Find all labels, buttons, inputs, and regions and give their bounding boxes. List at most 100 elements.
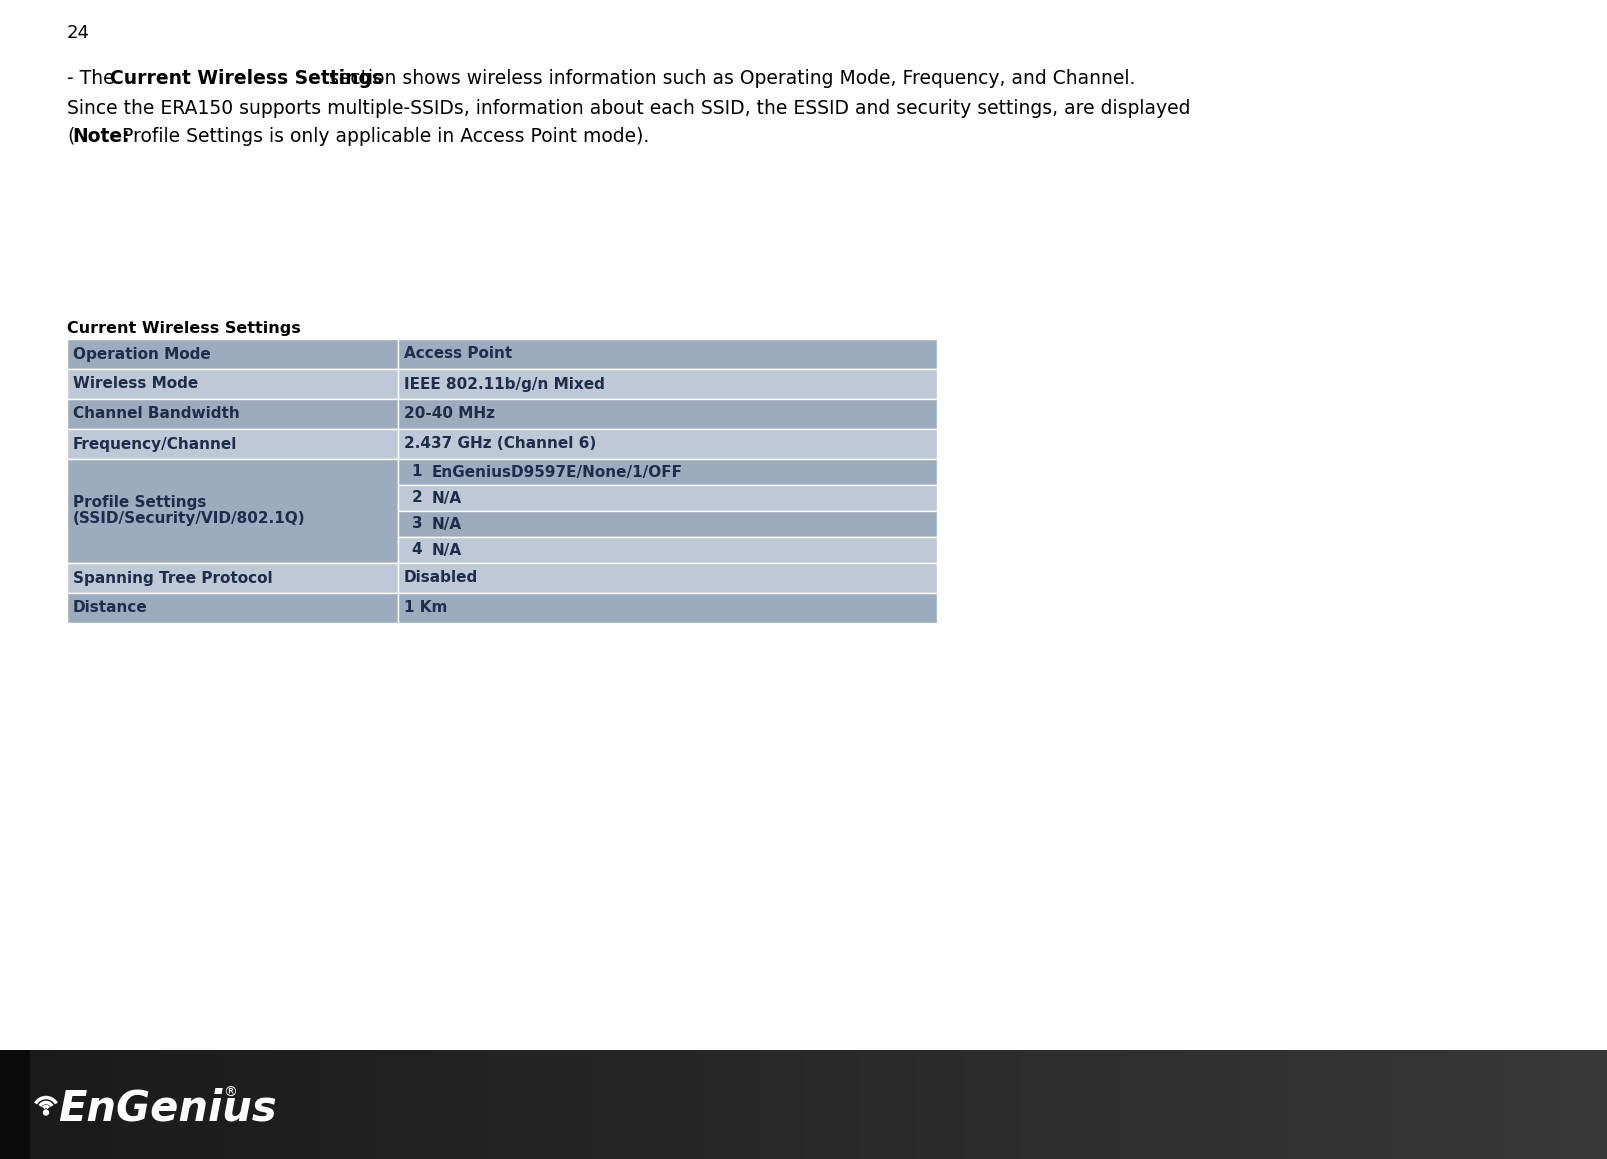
Bar <box>442 1050 452 1159</box>
Text: 3: 3 <box>411 517 423 532</box>
Bar <box>370 1050 379 1159</box>
Bar <box>844 1050 853 1159</box>
Bar <box>579 1050 588 1159</box>
Bar <box>731 1050 741 1159</box>
Bar <box>329 1050 339 1159</box>
Bar <box>522 1050 532 1159</box>
Bar <box>1599 1050 1607 1159</box>
Bar <box>723 1050 733 1159</box>
Text: (: ( <box>67 127 74 146</box>
Bar <box>1454 1050 1464 1159</box>
Bar <box>64 1050 74 1159</box>
Bar <box>779 1050 789 1159</box>
Bar <box>153 1050 162 1159</box>
Bar <box>860 1050 869 1159</box>
Text: N/A: N/A <box>432 517 461 532</box>
Bar <box>121 1050 130 1159</box>
Bar <box>321 1050 331 1159</box>
Bar <box>771 1050 781 1159</box>
Bar <box>386 1050 395 1159</box>
Bar <box>1486 1050 1496 1159</box>
Bar <box>812 1050 821 1159</box>
Text: Spanning Tree Protocol: Spanning Tree Protocol <box>72 570 273 585</box>
Bar <box>595 1050 604 1159</box>
Bar <box>1334 1050 1343 1159</box>
Bar <box>1053 1050 1062 1159</box>
Bar <box>1446 1050 1456 1159</box>
Text: N/A: N/A <box>432 542 461 557</box>
Text: 4: 4 <box>411 542 423 557</box>
Bar <box>900 1050 910 1159</box>
Bar <box>88 1050 98 1159</box>
Bar <box>193 1050 202 1159</box>
Bar <box>1253 1050 1263 1159</box>
Bar <box>1591 1050 1601 1159</box>
Bar <box>397 593 937 624</box>
Bar <box>1045 1050 1054 1159</box>
Bar <box>1438 1050 1448 1159</box>
Text: 1 Km: 1 Km <box>403 600 447 615</box>
Bar <box>683 1050 693 1159</box>
Bar <box>1028 1050 1038 1159</box>
Bar <box>627 1050 636 1159</box>
Bar <box>474 1050 484 1159</box>
Bar <box>313 1050 323 1159</box>
Bar <box>1294 1050 1303 1159</box>
Bar <box>1173 1050 1183 1159</box>
Text: Access Point: Access Point <box>403 347 513 362</box>
Bar <box>1551 1050 1560 1159</box>
Bar <box>466 1050 476 1159</box>
Bar <box>1519 1050 1528 1159</box>
Bar <box>397 399 937 429</box>
Bar <box>804 1050 813 1159</box>
Bar <box>129 1050 138 1159</box>
Bar <box>16 1050 26 1159</box>
Bar <box>201 1050 211 1159</box>
Bar <box>209 1050 219 1159</box>
Bar <box>1117 1050 1127 1159</box>
Bar <box>972 1050 982 1159</box>
Bar <box>418 1050 427 1159</box>
Text: EnGeniusD9597E/None/1/OFF: EnGeniusD9597E/None/1/OFF <box>432 465 683 480</box>
Bar <box>1326 1050 1335 1159</box>
Text: IEEE 802.11b/g/n Mixed: IEEE 802.11b/g/n Mixed <box>403 377 604 392</box>
Bar <box>747 1050 757 1159</box>
Bar <box>1302 1050 1311 1159</box>
Bar <box>884 1050 893 1159</box>
Text: Profile Settings: Profile Settings <box>72 496 206 510</box>
Bar <box>908 1050 918 1159</box>
Bar <box>1270 1050 1279 1159</box>
Bar <box>96 1050 106 1159</box>
Bar <box>1189 1050 1199 1159</box>
Bar <box>554 1050 564 1159</box>
Bar <box>659 1050 669 1159</box>
Bar <box>795 1050 805 1159</box>
Bar <box>587 1050 596 1159</box>
Bar <box>892 1050 902 1159</box>
Bar <box>1567 1050 1576 1159</box>
Bar <box>305 1050 315 1159</box>
Bar <box>570 1050 580 1159</box>
Bar <box>611 1050 620 1159</box>
Text: Since the ERA150 supports multiple-SSIDs, information about each SSID, the ESSID: Since the ERA150 supports multiple-SSIDs… <box>67 99 1191 118</box>
Bar <box>289 1050 299 1159</box>
Bar <box>1085 1050 1094 1159</box>
Bar <box>1133 1050 1143 1159</box>
Bar <box>482 1050 492 1159</box>
Bar <box>1261 1050 1271 1159</box>
Bar <box>378 1050 387 1159</box>
Bar <box>699 1050 709 1159</box>
Bar <box>530 1050 540 1159</box>
Bar <box>233 1050 243 1159</box>
Bar <box>1221 1050 1231 1159</box>
Bar <box>1511 1050 1520 1159</box>
Bar <box>964 1050 974 1159</box>
Bar <box>916 1050 926 1159</box>
Bar <box>161 1050 170 1159</box>
Bar <box>72 1050 82 1159</box>
Bar <box>1310 1050 1319 1159</box>
Bar <box>996 1050 1006 1159</box>
Text: Frequency/Channel: Frequency/Channel <box>72 437 238 452</box>
Bar <box>1101 1050 1110 1159</box>
Bar <box>1004 1050 1014 1159</box>
